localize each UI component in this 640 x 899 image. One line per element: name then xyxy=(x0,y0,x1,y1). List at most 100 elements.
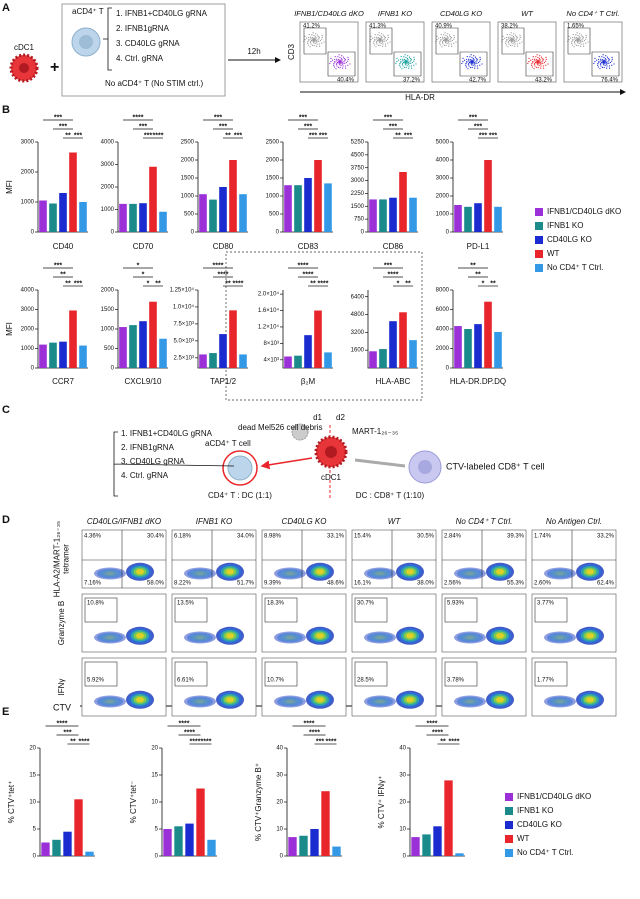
bar xyxy=(199,194,207,232)
density-blob xyxy=(316,569,324,575)
flow-dot xyxy=(600,58,602,60)
sig-label: **** xyxy=(190,738,201,745)
flow-dot xyxy=(442,40,444,43)
flow-dot xyxy=(519,42,521,44)
flow-dot xyxy=(342,63,344,65)
bar xyxy=(149,166,157,232)
gate-value: 1.65% xyxy=(567,24,585,30)
flow-dot xyxy=(375,46,377,48)
bar xyxy=(299,835,308,856)
sig-label: *** xyxy=(384,114,392,121)
panel-c-schematic xyxy=(113,423,442,500)
sig-label: * xyxy=(397,280,400,287)
flow-dot xyxy=(315,39,318,41)
chart-title: HLA-DR.DP.DQ xyxy=(450,377,506,386)
flow-dot xyxy=(375,42,378,44)
flow-dot xyxy=(413,58,415,60)
legend-swatch xyxy=(505,793,513,801)
flow-dot xyxy=(438,37,440,39)
density xyxy=(364,562,424,581)
row-label: tetramer xyxy=(62,544,71,574)
flow-dot xyxy=(310,40,312,43)
gate xyxy=(567,27,620,77)
legend-swatch xyxy=(505,849,513,857)
density-blob xyxy=(226,569,234,575)
flow-dot xyxy=(406,63,408,65)
label: MART-1₂₆₋₃₅ xyxy=(352,427,398,436)
flow-dot xyxy=(381,37,383,39)
bar xyxy=(484,160,492,232)
flow-dot xyxy=(344,58,346,60)
bar xyxy=(69,152,77,232)
flow-dot xyxy=(377,38,379,40)
sig-label: **** xyxy=(388,271,399,278)
bar xyxy=(207,839,216,856)
flow-dot xyxy=(611,60,613,62)
y-tick-label: 6400 xyxy=(351,294,365,300)
bar xyxy=(49,342,57,368)
flow-dot xyxy=(542,62,544,64)
density-blob xyxy=(136,633,144,639)
flow-dot xyxy=(441,38,444,40)
y-tick-label: 3000 xyxy=(436,176,450,182)
flow-dot xyxy=(471,66,473,69)
flow-dot xyxy=(336,58,338,60)
flow-dot xyxy=(436,39,438,41)
density xyxy=(544,626,604,645)
flow-dot xyxy=(385,39,388,42)
y-tick-label: 4000 xyxy=(436,158,450,164)
legend-label: CD40LG KO xyxy=(517,820,562,829)
gate xyxy=(534,661,568,687)
y-tick-label: 500 xyxy=(104,346,115,352)
flow-dot xyxy=(402,61,405,64)
gate xyxy=(84,597,118,623)
density xyxy=(94,690,154,709)
flow-dot xyxy=(474,63,476,65)
flow-dot xyxy=(316,34,319,36)
flow-dot xyxy=(606,65,608,67)
flow-dot xyxy=(338,63,340,65)
y-axis-label: MFI xyxy=(5,322,14,336)
flow-dot xyxy=(475,61,477,63)
flow-dot xyxy=(310,39,313,42)
flow-dot xyxy=(339,61,341,63)
flow-dot xyxy=(513,33,515,35)
chart-title: CD86 xyxy=(383,242,404,251)
flow-dot xyxy=(446,41,448,43)
density-blob xyxy=(100,697,120,706)
flow-dot xyxy=(538,63,540,65)
bar xyxy=(219,187,227,232)
flow-dot xyxy=(334,61,336,63)
flow-dot xyxy=(384,40,386,42)
bar xyxy=(332,846,341,856)
flow-dot xyxy=(403,58,405,61)
flow-dot xyxy=(545,56,547,58)
density-blob xyxy=(103,570,117,577)
flow-dot xyxy=(527,62,529,65)
flow-dot xyxy=(540,65,542,67)
flow-dot xyxy=(534,65,536,67)
flow-dot xyxy=(532,58,534,61)
y-tick-label: 2.0×10⁴ xyxy=(258,291,280,298)
density xyxy=(274,626,334,645)
flow-dot xyxy=(379,40,381,42)
flow-dot xyxy=(439,42,441,44)
sig-label: *** xyxy=(316,738,324,745)
flow-dot xyxy=(533,60,536,62)
flow-plot xyxy=(261,657,347,717)
density-blob xyxy=(550,569,570,578)
sig-label: **** xyxy=(318,280,329,287)
y-tick-label: 40 xyxy=(276,746,283,752)
flow-dot xyxy=(309,46,311,48)
flow-dot xyxy=(470,62,472,64)
flow-dot xyxy=(513,38,515,40)
flow-dot xyxy=(406,64,408,67)
sig-label: *** xyxy=(479,132,487,139)
bar xyxy=(433,826,442,856)
flow-dot xyxy=(514,41,516,43)
flow-dot xyxy=(471,56,473,59)
flow-dot xyxy=(467,68,469,70)
flow-dot xyxy=(347,64,349,66)
flow-dot xyxy=(606,63,608,65)
flow-dot xyxy=(311,34,313,36)
